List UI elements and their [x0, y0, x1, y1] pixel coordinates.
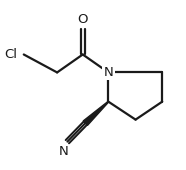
- Text: O: O: [78, 13, 88, 26]
- Text: N: N: [104, 66, 113, 79]
- Polygon shape: [83, 101, 109, 125]
- Text: N: N: [59, 145, 69, 158]
- Text: Cl: Cl: [5, 48, 18, 61]
